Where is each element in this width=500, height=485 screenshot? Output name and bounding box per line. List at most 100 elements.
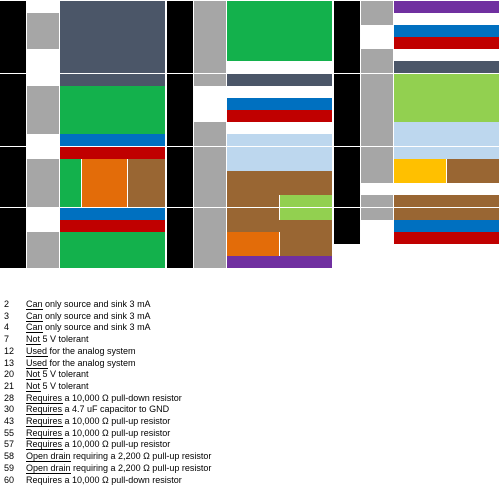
pin-number [334,61,361,74]
pin-row [167,49,333,62]
pin-port [361,207,394,220]
pin-function [227,61,333,74]
pin-function [394,122,500,135]
pin-port [27,24,60,37]
pin-row [334,195,500,208]
pin-port [27,97,60,110]
pin-function [227,85,333,98]
pin-number [0,73,27,86]
note-line: 4 Can only source and sink 3 mA [0,321,500,334]
note-pin-number: 2 [4,299,10,309]
pin-port [194,73,227,86]
pin-row [0,244,166,257]
note-pin-number: 4 [4,322,10,333]
note-text: Used for the analog system [26,345,136,356]
pin-number [0,0,27,13]
pin-port [27,0,60,13]
pin-port [194,122,227,135]
pin-number [0,158,27,171]
pin-number [167,110,194,123]
note-text: Not 5 V tolerant [26,334,89,345]
pin-row [0,12,166,25]
pin-port [361,134,394,147]
pin-row [167,256,333,269]
pin-function [60,231,166,244]
pin-number [0,207,27,220]
pin-function [280,231,333,244]
pin-port [194,244,227,257]
pin-number [334,219,361,232]
pin-function [227,219,333,232]
note-text: Open drain requiring a 2,200 Ω pull-up r… [26,451,212,462]
pin-function [394,61,500,74]
pin-number [167,158,194,171]
pin-number [334,12,361,25]
note-pin-number: 21 [4,380,15,391]
pin-row [0,171,166,184]
note-pin-number: 30 [4,404,15,415]
pin-port [361,0,394,13]
pin-port [27,244,60,257]
pin-port [194,158,227,171]
note-line: 12 Used for the analog system [0,345,500,358]
note-underline [26,390,41,392]
note-text: Open drain requiring a 2,200 Ω pull-up r… [26,462,212,473]
pin-row [334,219,500,232]
pin-function [227,256,333,269]
pin-number [0,134,27,147]
pin-function [60,183,82,196]
pin-number [167,134,194,147]
pin-port [194,134,227,147]
pin-row [334,85,500,98]
pin-function [227,0,333,13]
pin-port [27,134,60,147]
pin-number [334,122,361,135]
pin-port [27,85,60,98]
pin-port [361,183,394,196]
pin-row [167,73,333,86]
note-line: 20 Not 5 V tolerant [0,368,500,381]
pin-port [27,73,60,86]
note-underline [26,402,63,404]
pin-port [27,146,60,159]
pin-number [0,256,27,269]
pin-function [394,0,500,13]
pin-function [447,171,500,184]
pin-row [0,97,166,110]
pin-port [27,122,60,135]
pin-number [334,183,361,196]
pin-port [361,171,394,184]
pin-number [167,12,194,25]
pin-function [394,73,500,86]
pin-port [361,24,394,37]
pin-number [334,97,361,110]
note-underline [26,426,63,427]
pin-row [334,207,500,220]
pin-row [334,231,500,244]
pin-row [0,110,166,123]
pin-function [394,12,500,25]
pin-row [0,85,166,98]
pin-function [82,158,128,171]
pin-function [227,110,333,123]
pin-function [60,207,166,220]
pin-port [361,231,394,244]
note-pin-number: 60 [4,474,15,485]
pin-port [361,49,394,62]
note-text: Requires a 10,000 Ω pull-up resistor [26,427,171,438]
pin-row [334,0,500,13]
pin-function [60,97,166,110]
note-underline [26,414,63,416]
note-text: Can only source and sink 3 mA [26,310,151,321]
pin-number [167,171,194,184]
pin-row [0,37,166,50]
pin-function [280,207,333,220]
pin-port [361,61,394,74]
pin-function [60,73,166,86]
pin-port [361,146,394,159]
pin-port [361,110,394,123]
pin-function [60,158,82,171]
pin-function [60,24,166,37]
pin-row [0,158,166,171]
pin-port [27,49,60,62]
